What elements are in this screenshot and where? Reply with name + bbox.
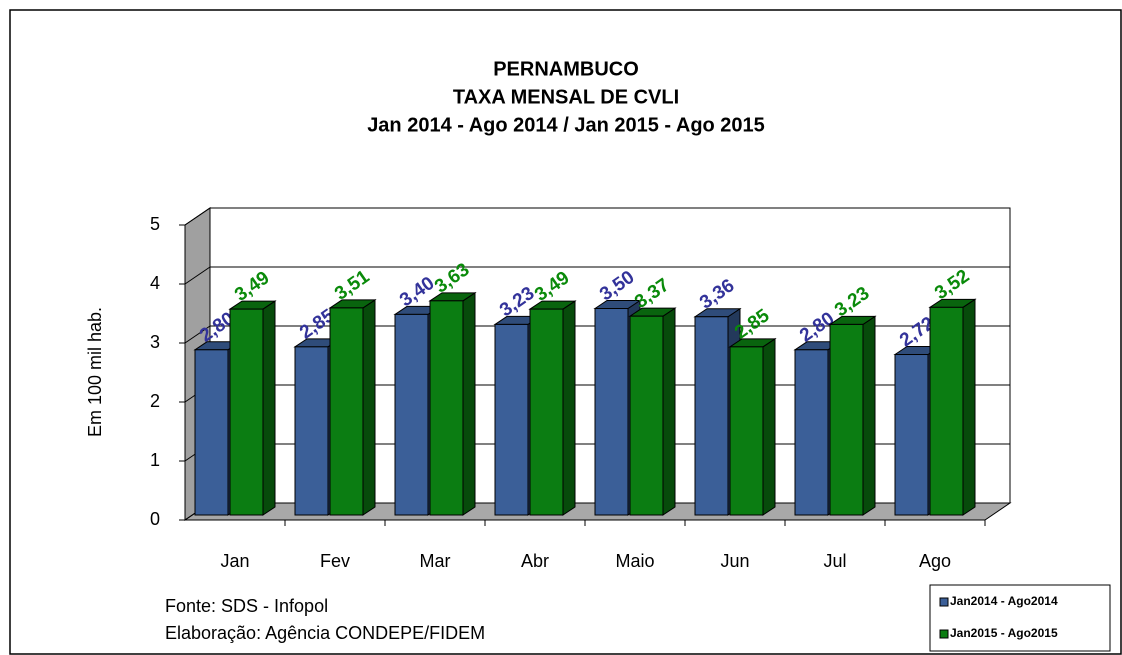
y-tick-label: 3 (150, 332, 160, 352)
x-tick-label: Abr (521, 551, 549, 571)
bar (494, 323, 529, 516)
y-tick-label: 0 (150, 509, 160, 529)
x-tick-label: Mar (420, 551, 451, 571)
bar (894, 354, 929, 516)
x-tick-label: Ago (919, 551, 951, 571)
x-tick-label: Maio (615, 551, 654, 571)
note: Fonte: SDS - Infopol (165, 596, 328, 616)
bar (229, 308, 264, 516)
bar-side (862, 315, 876, 516)
legend-label: Jan2015 - Ago2015 (950, 626, 1058, 640)
bar (329, 307, 364, 516)
bar (594, 308, 629, 516)
bar (529, 308, 564, 516)
y-tick-label: 2 (150, 391, 160, 411)
chart-subtitle: TAXA MENSAL DE CVLI (453, 86, 679, 108)
legend-swatch (939, 597, 949, 607)
bar-side (362, 298, 376, 516)
title-group: PERNAMBUCO TAXA MENSAL DE CVLI Jan 2014 … (367, 58, 765, 136)
bar (694, 316, 729, 516)
bar-side (962, 298, 976, 516)
y-axis-label: Em 100 mil hab. (85, 307, 105, 437)
chart-subtitle: Jan 2014 - Ago 2014 / Jan 2015 - Ago 201… (367, 114, 765, 136)
bar (394, 313, 429, 516)
x-tick-label: Jul (823, 551, 846, 571)
bar (294, 346, 329, 516)
bar (729, 346, 764, 516)
bar (794, 349, 829, 516)
y-tick-label: 1 (150, 450, 160, 470)
bar-side (262, 300, 276, 516)
grid-line (184, 325, 211, 344)
y-tick-label: 4 (150, 273, 160, 293)
legend-swatch (939, 629, 949, 639)
legend-label: Jan2014 - Ago2014 (950, 594, 1058, 608)
y-tick-label: 5 (150, 214, 160, 234)
chart-title: PERNAMBUCO (493, 58, 639, 80)
bar (194, 349, 229, 516)
x-tick-label: Fev (320, 551, 350, 571)
bar (929, 306, 964, 516)
note: Elaboração: Agência CONDEPE/FIDEM (165, 623, 485, 643)
bar (629, 315, 664, 516)
bar-side (662, 307, 676, 516)
grid-line (184, 266, 211, 285)
bar (429, 300, 464, 516)
bar-side (462, 291, 476, 516)
bar-side (762, 337, 776, 516)
legend-box (929, 584, 1111, 652)
bar-side (562, 300, 576, 516)
x-tick-label: Jan (220, 551, 249, 571)
grid-line (184, 207, 211, 226)
bar (829, 323, 864, 516)
x-tick-label: Jun (720, 551, 749, 571)
